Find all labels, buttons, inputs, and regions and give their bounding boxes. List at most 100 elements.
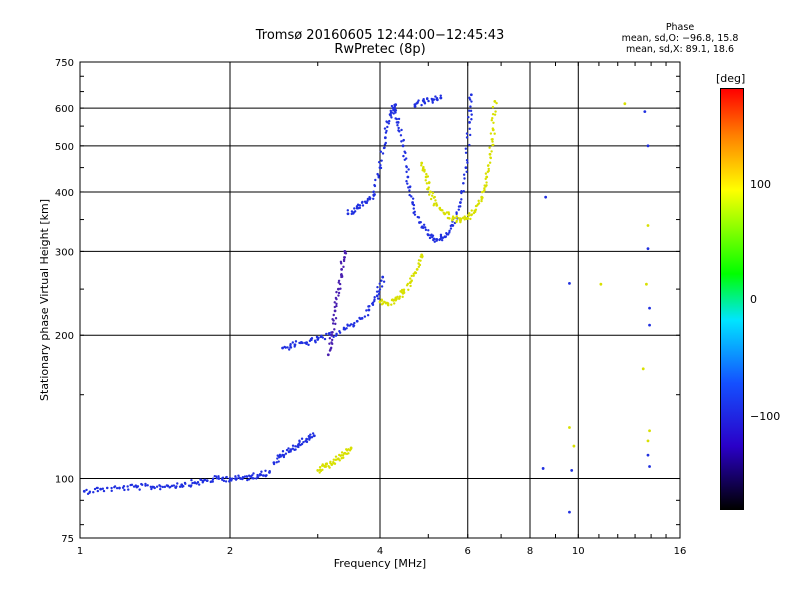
data-point: [334, 322, 337, 326]
data-point: [645, 282, 648, 286]
data-point: [353, 207, 356, 210]
data-point: [342, 258, 346, 261]
data-point: [396, 124, 399, 127]
data-point: [462, 189, 465, 193]
data-point: [468, 212, 471, 215]
data-point: [379, 163, 382, 167]
data-point: [317, 336, 320, 340]
data-point: [358, 204, 362, 207]
data-point: [224, 480, 228, 483]
data-point: [432, 98, 436, 101]
data-point: [465, 132, 469, 135]
data-point: [340, 451, 344, 454]
data-point: [329, 346, 333, 350]
data-point: [405, 180, 408, 183]
data-point: [425, 97, 429, 101]
data-point: [405, 170, 408, 174]
data-point: [457, 208, 461, 211]
data-point: [398, 130, 401, 133]
data-point: [415, 268, 419, 271]
data-point: [372, 197, 375, 200]
tick-layer: 1 2 4 6 8 10 16 75 100 200 300 400 500 600 750: [55, 58, 686, 557]
data-point: [466, 216, 470, 220]
data-point: [460, 190, 463, 193]
data-point: [405, 165, 408, 169]
data-point: [646, 439, 650, 443]
data-point: [96, 486, 99, 490]
data-point: [191, 481, 194, 485]
x-tick-label: 6: [465, 546, 471, 557]
data-point: [118, 486, 121, 490]
data-point: [568, 426, 571, 429]
data-point: [447, 233, 450, 236]
data-point: [570, 469, 574, 472]
data-point: [431, 234, 435, 237]
data-point: [401, 144, 405, 148]
data-point: [252, 472, 255, 475]
data-point: [406, 175, 410, 179]
data-point: [339, 287, 342, 290]
data-point: [420, 256, 424, 259]
data-point: [196, 481, 200, 484]
data-point: [349, 446, 353, 450]
data-point: [366, 199, 369, 202]
data-point: [176, 482, 179, 485]
data-point: [429, 190, 432, 194]
data-point: [346, 209, 350, 212]
data-point: [272, 462, 276, 466]
data-point: [423, 101, 426, 104]
phase-stats-x-mode: mean, sd,X: 89.1, 18.6: [625, 44, 735, 55]
data-point: [393, 302, 396, 305]
data-point: [386, 125, 389, 129]
data-point: [460, 198, 463, 201]
y-tick-label: 300: [55, 247, 74, 258]
data-point: [410, 279, 413, 283]
data-point: [348, 324, 351, 327]
data-point: [428, 193, 431, 196]
data-point: [494, 110, 497, 113]
data-point: [140, 483, 144, 486]
data-point: [309, 433, 312, 436]
data-point: [318, 471, 321, 474]
data-point: [99, 487, 103, 491]
data-point: [334, 296, 338, 300]
data-point: [480, 195, 484, 199]
data-point: [399, 290, 402, 293]
data-point: [325, 332, 328, 336]
data-point: [486, 164, 490, 167]
data-point: [468, 133, 472, 137]
data-point: [440, 238, 444, 242]
data-point: [251, 474, 254, 477]
data-point: [646, 453, 650, 457]
data-point: [385, 129, 388, 133]
data-point: [211, 478, 215, 481]
data-point: [459, 205, 462, 208]
data-point: [122, 484, 126, 488]
data-point: [384, 141, 387, 145]
data-point: [391, 298, 394, 301]
data-point: [291, 447, 295, 450]
data-point: [388, 113, 392, 116]
data-point: [417, 259, 421, 262]
data-point: [493, 132, 496, 135]
data-point: [235, 477, 239, 480]
data-point: [435, 203, 439, 207]
data-point: [336, 287, 340, 291]
data-point: [460, 191, 463, 195]
data-point: [115, 486, 119, 490]
data-point: [394, 111, 397, 114]
data-point: [333, 328, 336, 331]
data-point: [408, 193, 411, 197]
data-point: [405, 157, 408, 160]
data-point: [300, 442, 304, 446]
data-point: [397, 297, 401, 300]
data-point: [373, 296, 376, 299]
data-point: [377, 160, 381, 164]
data-point: [92, 490, 95, 494]
data-point: [425, 182, 429, 185]
data-point: [347, 452, 350, 455]
data-point: [378, 166, 382, 170]
data-point: [381, 275, 385, 279]
data-point: [422, 97, 425, 101]
